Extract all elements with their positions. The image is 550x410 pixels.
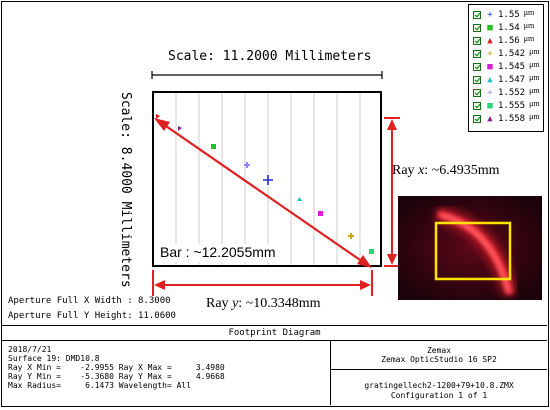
region-highlight-box [434,221,512,281]
legend-item[interactable]: ▲ 1.56 μm [473,34,534,47]
legend-marker-icon: ▲ [487,113,493,124]
legend-item[interactable]: +1.542 μm [473,47,540,60]
checkbox-icon[interactable] [473,36,481,45]
spot-1-542 [348,233,354,239]
footer-divider [2,325,547,326]
camera-photo [398,196,542,300]
legend-value: 1.555 [498,100,526,111]
legend-item[interactable]: ■ 1.54 μm [473,21,534,34]
footer-company: Zemax [426,346,452,355]
legend-unit: μm [529,112,540,121]
legend-marker-icon: ▲ [487,35,493,46]
ray-x-suffix: : ~6.4935mm [424,163,500,178]
spot-1-55 [263,175,273,185]
legend-unit: μm [529,60,540,69]
legend-unit: μm [529,86,540,95]
footer-config: Configuration 1 of 1 [390,391,488,400]
legend-item[interactable]: ▲ 1.558 μm [473,112,540,125]
legend-item[interactable]: +1.55 μm [473,8,534,21]
legend-marker-icon: ■ [487,22,493,33]
grid-lines [175,93,361,265]
legend-marker-icon: ■ [487,100,493,111]
spot-1-56 [156,114,160,119]
legend-value: 1.547 [498,74,526,85]
footer-date: 2018/7/21 [8,345,52,354]
footer-ray-x: Ray X Min = -2.9955 Ray X Max = 3.4980 [8,363,225,372]
legend-value: 1.545 [498,61,526,72]
ray-x-var: x [418,163,425,178]
ray-x-arrow-bottom [387,254,397,265]
scale-width-label: Scale: 11.2000 Millimeters [168,49,372,64]
spot-1-54 [211,144,216,149]
legend-value: 1.552 [498,87,526,98]
legend-unit: μm [523,8,535,17]
bar-arrow [154,118,372,268]
legend-value: 1.54 [498,22,520,33]
spot-1-547 [297,197,302,201]
footer-row-divider [331,369,547,370]
spot-1-558 [178,126,182,131]
legend-value: 1.56 [498,35,520,46]
checkbox-icon[interactable] [473,88,481,97]
ray-x-arrow [384,117,400,267]
aperture-x-width: Aperture Full X Width : 8.3000 [8,296,171,306]
camera-photo-inset [398,196,542,300]
checkbox-icon[interactable] [473,10,481,19]
footer-product: Zemax OpticStudio 16 SP2 [381,355,497,364]
legend-marker-icon: ▲ [487,74,493,85]
legend-item[interactable]: ■ 1.555 μm [473,99,540,112]
legend-unit: μm [529,47,540,56]
ray-y-var: y [232,296,239,311]
spot-1-555 [369,249,374,254]
legend-marker-icon: + [487,9,493,20]
checkbox-icon[interactable] [473,114,481,123]
footer-surface: Surface 19: DMD10.8 [8,354,100,363]
legend-unit: μm [529,73,540,82]
checkbox-icon[interactable] [473,49,481,58]
spot-markers [156,114,374,254]
ray-y-arrow-right [360,280,371,290]
legend-value: 1.558 [498,113,526,124]
aperture-y-height: Aperture Full Y Height: 11.0600 [8,311,176,321]
footer-ray-y: Ray Y Min = -5.3680 Ray Y Max = 4.9668 [8,372,225,381]
footer-max-radius: Max Radius= 6.1473 Wavelength= All [8,381,192,390]
checkbox-icon[interactable] [473,23,481,32]
legend-item[interactable]: ■ 1.545 μm [473,60,540,73]
scale-bar [151,71,383,79]
legend-item[interactable]: ▲ 1.547 μm [473,73,540,86]
bar-length-text: Bar : ~12.2055mm [160,244,276,260]
ray-y-label: Ray y: ~10.3348mm [206,296,321,312]
legend-value: 1.542 [498,48,526,59]
ray-y-prefix: Ray [206,296,233,311]
legend-unit: μm [529,99,540,108]
checkbox-icon[interactable] [473,75,481,84]
legend-item[interactable]: +1.552 μm [473,86,540,99]
ray-x-arrow-top [387,119,397,130]
ray-y-arrow-left [154,280,165,290]
checkbox-icon[interactable] [473,62,481,71]
legend-unit: μm [523,21,535,30]
spot-1-545 [318,211,323,216]
ray-x-label: Ray x: ~6.4935mm [392,163,500,179]
legend-unit: μm [523,34,535,43]
legend-marker-icon: + [487,87,493,98]
plot-box [152,91,382,267]
spot-1-552 [244,162,250,168]
ray-y-suffix: : ~10.3348mm [238,296,321,311]
legend-marker-icon: ■ [487,61,493,72]
bar-length-label: Bar : ~12.2055mm [158,244,278,262]
legend-marker-icon: + [487,48,493,59]
footer-column-divider [330,341,331,405]
legend-value: 1.55 [498,9,520,20]
ray-x-prefix: Ray [392,163,419,178]
footer-title: Footprint Diagram [2,326,547,341]
ray-y-arrow [152,270,373,296]
footer-file: gratingellech2-1200+79+10.8.ZMX [364,381,514,390]
wavelength-legend: +1.55 μm ■ 1.54 μm ▲ 1.56 μm +1.542 μm ■ 1.545 μ… [468,4,544,132]
checkbox-icon[interactable] [473,101,481,110]
